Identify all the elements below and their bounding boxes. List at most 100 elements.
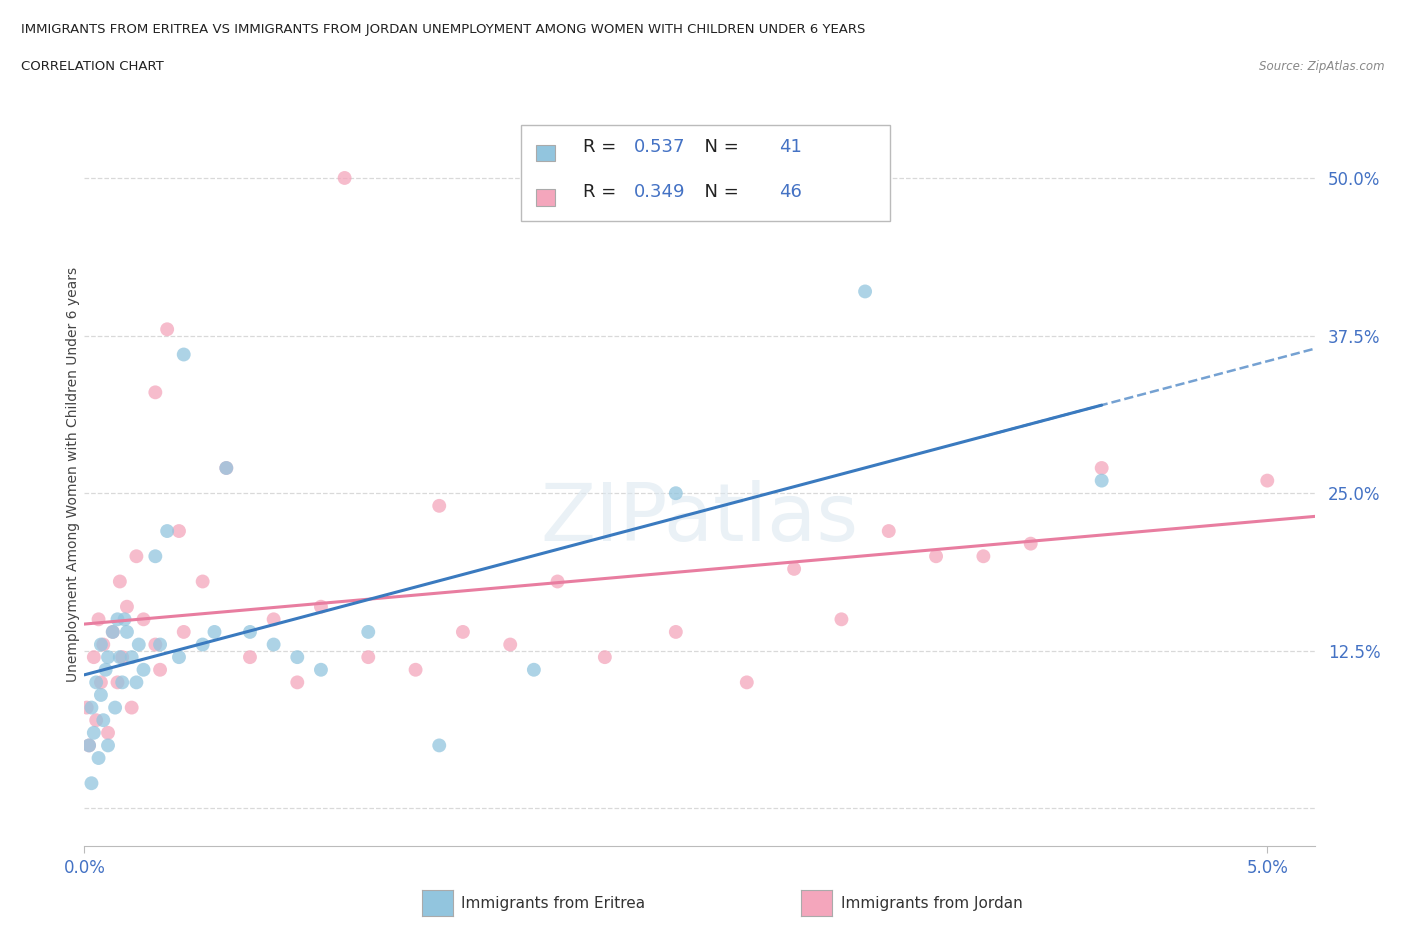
Point [167, 524, 190, 538]
Point [97, 725, 120, 740]
Point [104, 700, 127, 715]
Text: Immigrants from Jordan: Immigrants from Jordan [841, 896, 1022, 910]
Point [665, 624, 688, 639]
Point [204, 624, 226, 639]
Point [853, 284, 876, 299]
Point [215, 460, 238, 475]
Text: N =: N = [693, 182, 745, 201]
Text: IMMIGRANTS FROM ERITREA VS IMMIGRANTS FROM JORDAN UNEMPLOYMENT AMONG WOMEN WITH : IMMIGRANTS FROM ERITREA VS IMMIGRANTS FR… [21, 23, 866, 36]
Point [285, 675, 308, 690]
Point [121, 700, 143, 715]
Text: CORRELATION CHART: CORRELATION CHART [21, 60, 165, 73]
Point [427, 498, 450, 513]
Point [156, 322, 179, 337]
Point [80, 776, 103, 790]
Point [191, 574, 214, 589]
Text: Source: ZipAtlas.com: Source: ZipAtlas.com [1260, 60, 1385, 73]
Text: 0.349: 0.349 [634, 182, 686, 201]
Point [239, 624, 262, 639]
Point [173, 347, 195, 362]
Point [94, 662, 117, 677]
Text: 0.537: 0.537 [634, 138, 686, 156]
Point [115, 599, 138, 614]
Point [972, 549, 994, 564]
Point [143, 637, 166, 652]
Point [101, 624, 124, 639]
Point [76, 700, 98, 715]
Text: 46: 46 [779, 182, 803, 201]
Point [111, 675, 134, 690]
Point [83, 725, 105, 740]
Point [91, 712, 114, 727]
Point [143, 385, 166, 400]
Point [87, 612, 110, 627]
Point [90, 687, 112, 702]
Point [309, 599, 332, 614]
Point [77, 738, 100, 753]
Point [1091, 460, 1114, 475]
Point [830, 612, 852, 627]
Text: 41: 41 [779, 138, 803, 156]
Point [309, 662, 332, 677]
Point [1091, 473, 1114, 488]
Point [132, 612, 155, 627]
Point [263, 637, 285, 652]
FancyBboxPatch shape [536, 190, 555, 206]
Text: ZIPatlas: ZIPatlas [540, 480, 859, 558]
Point [156, 524, 179, 538]
FancyBboxPatch shape [536, 145, 555, 161]
Point [357, 650, 380, 665]
Point [128, 637, 150, 652]
Point [877, 524, 900, 538]
Point [125, 549, 148, 564]
Point [239, 650, 262, 665]
Point [149, 662, 172, 677]
Point [1019, 537, 1042, 551]
Point [111, 650, 134, 665]
Point [499, 637, 522, 652]
Text: R =: R = [582, 182, 621, 201]
Point [107, 612, 129, 627]
Point [87, 751, 110, 765]
Point [167, 650, 190, 665]
Point [84, 675, 107, 690]
Point [333, 170, 356, 185]
Point [108, 574, 131, 589]
Point [191, 637, 214, 652]
Text: Immigrants from Eritrea: Immigrants from Eritrea [461, 896, 645, 910]
Point [84, 712, 107, 727]
Point [83, 650, 105, 665]
Point [125, 675, 148, 690]
Point [405, 662, 427, 677]
Point [593, 650, 616, 665]
Point [547, 574, 569, 589]
Text: N =: N = [693, 138, 745, 156]
Point [925, 549, 948, 564]
Point [77, 738, 100, 753]
FancyBboxPatch shape [522, 125, 890, 221]
Point [215, 460, 238, 475]
Point [107, 675, 129, 690]
Point [523, 662, 546, 677]
Point [735, 675, 758, 690]
Point [427, 738, 450, 753]
Point [80, 700, 103, 715]
Y-axis label: Unemployment Among Women with Children Under 6 years: Unemployment Among Women with Children U… [66, 267, 80, 682]
Point [263, 612, 285, 627]
Point [1256, 473, 1278, 488]
Point [90, 637, 112, 652]
Point [115, 624, 138, 639]
Point [285, 650, 308, 665]
Point [97, 738, 120, 753]
Point [173, 624, 195, 639]
Text: R =: R = [582, 138, 621, 156]
Point [451, 624, 474, 639]
Point [149, 637, 172, 652]
Point [101, 624, 124, 639]
Point [90, 675, 112, 690]
Point [357, 624, 380, 639]
Point [132, 662, 155, 677]
Point [121, 650, 143, 665]
Point [108, 650, 131, 665]
Point [91, 637, 114, 652]
